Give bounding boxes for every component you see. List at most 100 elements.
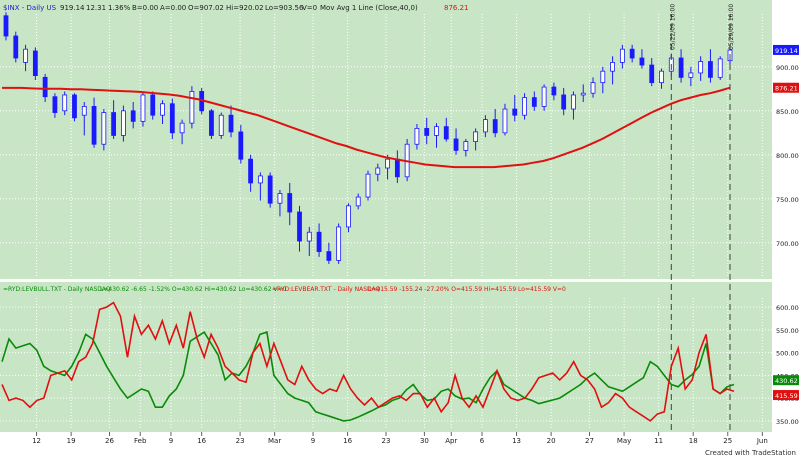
time-tick-label: 11 xyxy=(654,437,663,445)
indicator-flag xyxy=(773,375,799,386)
time-axis-labels: 12 19 26 Feb 9 16 23 Mar 9 16 23 30 Apr 6 13 20 27 May 11 1… xyxy=(32,432,768,445)
candle-body xyxy=(541,86,547,107)
candle-body xyxy=(257,175,263,184)
candle-body xyxy=(248,158,253,184)
legend-b-values: L=415.59 -155.24 -27.20% O=415.59 Hi=415… xyxy=(368,286,566,293)
candle-body xyxy=(179,122,185,134)
legend-b: =RYD:LEVBEAR.TXT - Daily NASDAQ xyxy=(272,286,381,293)
candle-body xyxy=(522,97,527,116)
candle-body xyxy=(434,126,439,136)
candle-body xyxy=(150,94,156,116)
vline-b-label: 05/29/09 16:00 xyxy=(728,4,735,50)
candle-body xyxy=(306,231,312,242)
indicator-flag-label: 415.59 xyxy=(775,392,798,400)
candle-body xyxy=(649,64,655,84)
candle-body xyxy=(238,131,244,160)
candle-body xyxy=(101,112,107,145)
time-tick-label: May xyxy=(617,437,631,445)
header-open: O=907.02 xyxy=(188,4,224,12)
time-tick-label: 16 xyxy=(343,437,352,445)
candle-body xyxy=(717,58,723,78)
candle-body xyxy=(688,72,694,78)
time-tick-label: 19 xyxy=(67,437,76,445)
candle-body xyxy=(23,48,28,63)
time-tick-label: 12 xyxy=(32,437,41,445)
candle-body xyxy=(326,251,332,261)
credit-text: Created with TradeStation xyxy=(705,449,796,457)
legend-a-values: L=430.62 -6.65 -1.52% O=430.62 Hi=430.62… xyxy=(100,286,287,293)
candle-body xyxy=(91,106,97,145)
candle-body xyxy=(130,110,136,122)
time-tick-label: Apr xyxy=(445,437,457,445)
candle-body xyxy=(483,119,488,133)
levbull-line xyxy=(1,330,735,422)
time-tick-label: 6 xyxy=(480,437,485,445)
candle-body xyxy=(365,173,371,198)
candle-body xyxy=(502,108,508,134)
time-tick-label: Jun xyxy=(756,437,768,445)
candle-body xyxy=(385,158,390,169)
price-tick-label: 850.00 xyxy=(776,108,799,116)
time-tick-label: 23 xyxy=(236,437,245,445)
candle-body xyxy=(610,62,615,72)
candle-body xyxy=(297,211,302,242)
header-last: 919.14 xyxy=(60,4,85,12)
price-panel-bg xyxy=(0,0,772,279)
candle-body xyxy=(62,94,68,112)
candle-body xyxy=(619,48,625,63)
price-header: $INX - Daily US 919.14 12.31 1.36% B=0.0… xyxy=(3,4,469,12)
time-tick-label: 23 xyxy=(382,437,391,445)
header-high: Hi=920.02 xyxy=(226,4,264,12)
candle-body xyxy=(32,50,38,76)
price-flag xyxy=(773,82,799,93)
indicator-tick-label: 500.00 xyxy=(776,350,799,358)
candle-body xyxy=(316,231,322,253)
vline-a-label: 05/22/09 16:00 xyxy=(669,4,676,50)
candle-body xyxy=(3,15,9,37)
header-change: 12.31 xyxy=(86,4,106,12)
price-tick-label: 750.00 xyxy=(776,196,799,204)
candle-body xyxy=(42,76,48,98)
candle-body xyxy=(336,226,342,261)
candle-body xyxy=(169,103,175,134)
indicator-tick-label: 350.00 xyxy=(776,418,799,426)
time-tick-label: Feb xyxy=(134,437,147,445)
indicator-flag xyxy=(773,390,799,401)
levbear-line xyxy=(1,301,735,422)
candle-body xyxy=(678,57,684,78)
candle-body xyxy=(160,103,165,116)
time-tick-label: 18 xyxy=(689,437,698,445)
candle-body xyxy=(209,110,214,136)
candle-body xyxy=(424,127,430,136)
price-tick-label: 900.00 xyxy=(776,64,799,72)
price-tick-label: 700.00 xyxy=(776,240,799,248)
time-tick-label: 13 xyxy=(512,437,521,445)
indicator-axis-labels: 350.00400.00450.00500.00550.00600.00430.… xyxy=(773,304,799,426)
indicator-tick-label: 600.00 xyxy=(776,304,799,312)
candle-body xyxy=(492,119,498,134)
candle-body xyxy=(375,167,381,175)
candle-body xyxy=(580,92,586,96)
header-symbol: $INX - Daily US xyxy=(3,4,57,12)
candle-body xyxy=(189,91,195,124)
time-tick-label: 25 xyxy=(723,437,732,445)
candle-body xyxy=(473,131,479,142)
header-low: Lo=903.56 xyxy=(265,4,304,12)
price-flag-label: 919.14 xyxy=(775,47,798,55)
candle-body xyxy=(629,48,635,59)
candle-body xyxy=(708,61,713,78)
candle-body xyxy=(551,86,557,96)
price-flag-label: 876.21 xyxy=(775,85,798,93)
time-tick-label: 20 xyxy=(547,437,556,445)
legend-a: =RYD:LEVBULL.TXT - Daily NASDAQ xyxy=(3,286,111,293)
candle-body xyxy=(218,114,224,136)
candle-body xyxy=(13,35,19,59)
indicator-flag-label: 430.62 xyxy=(775,377,798,385)
moving-average-line xyxy=(2,86,731,169)
candle-body xyxy=(463,141,469,151)
price-flag xyxy=(773,44,799,55)
candle-body xyxy=(698,61,704,74)
candle-body xyxy=(600,70,606,84)
